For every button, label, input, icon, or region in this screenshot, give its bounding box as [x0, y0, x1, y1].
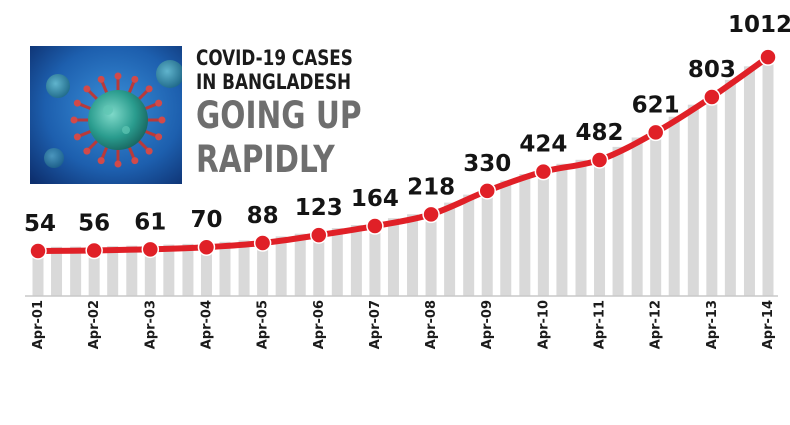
data-point-marker	[534, 162, 553, 181]
background-bar	[519, 173, 531, 296]
background-bar	[219, 241, 231, 296]
data-point-marker	[478, 182, 496, 200]
x-tick-label: Apr-01	[31, 300, 46, 349]
data-label: 330	[463, 151, 511, 177]
data-point-marker	[366, 217, 384, 235]
title-line-1: COVID-19 CASES	[196, 46, 353, 70]
background-bar	[575, 159, 587, 296]
title-line-2: IN BANGLADESH	[196, 70, 352, 94]
data-point-marker	[29, 242, 47, 260]
background-bar	[668, 116, 680, 296]
background-bar	[387, 218, 399, 296]
background-bar	[70, 246, 82, 296]
data-point-marker	[590, 151, 609, 169]
x-tick-label: Apr-07	[368, 300, 383, 349]
data-label: 61	[134, 209, 166, 235]
data-label: 424	[519, 132, 567, 158]
data-label: 482	[576, 120, 624, 146]
background-bar	[537, 167, 549, 296]
data-label: 803	[688, 57, 736, 83]
background-bar	[425, 210, 437, 296]
background-bar	[463, 194, 475, 296]
x-tick-label: Apr-03	[143, 300, 158, 349]
background-bar	[594, 155, 606, 296]
background-bar	[369, 222, 381, 296]
background-bar	[724, 79, 736, 297]
title-line-4: RAPIDLY	[196, 138, 335, 181]
data-label: 123	[295, 195, 343, 221]
background-bar	[51, 246, 63, 296]
background-bar	[275, 236, 287, 296]
background-bar	[144, 245, 156, 296]
x-tick-label: Apr-08	[424, 300, 439, 349]
x-tick-label: Apr-04	[199, 300, 214, 349]
background-bar	[200, 243, 212, 296]
background-bar	[631, 137, 643, 296]
data-labels: 54 56 61 70 88 123 164 218 330 424 482 621 803 1012	[24, 12, 790, 237]
data-point-marker	[197, 238, 216, 256]
background-bar	[350, 225, 362, 296]
background-bar	[612, 146, 624, 296]
background-bar	[107, 246, 119, 296]
background-bar	[88, 246, 100, 296]
background-bar	[331, 228, 343, 296]
data-label: 621	[632, 92, 680, 118]
data-label: 56	[78, 211, 110, 237]
data-markers	[29, 48, 777, 260]
data-point-marker	[310, 226, 328, 244]
background-bars	[32, 53, 774, 297]
x-axis-tick-labels: Apr-01 Apr-02 Apr-03 Apr-04 Apr-05 Apr-06 Apr-…	[31, 300, 776, 349]
data-point-marker	[422, 205, 440, 224]
background-bar	[257, 239, 269, 296]
data-label: 1012	[728, 12, 790, 38]
background-bar	[294, 233, 306, 296]
background-bar	[163, 244, 175, 296]
background-bar	[706, 93, 718, 296]
data-label: 164	[351, 186, 399, 212]
data-point-marker	[141, 240, 160, 259]
data-point-marker	[646, 123, 665, 142]
x-tick-label: Apr-09	[480, 300, 495, 349]
title-line-3: GOING UP	[196, 94, 362, 137]
coronavirus-image	[30, 46, 182, 184]
data-label: 70	[190, 207, 222, 233]
background-bar	[556, 163, 568, 296]
background-bar	[481, 186, 493, 296]
background-bar	[182, 243, 194, 296]
background-bar	[407, 214, 419, 296]
background-bar	[687, 104, 699, 296]
data-label: 218	[407, 174, 455, 200]
data-label: 54	[24, 211, 56, 237]
data-point-marker	[759, 48, 777, 66]
x-tick-label: Apr-02	[87, 300, 102, 349]
x-tick-label: Apr-10	[536, 300, 551, 349]
background-bar	[238, 240, 250, 296]
background-bar	[444, 202, 456, 296]
x-tick-label: Apr-12	[649, 300, 664, 349]
chart-title: COVID-19 CASES IN BANGLADESH GOING UP RA…	[196, 46, 526, 182]
data-point-marker	[85, 241, 103, 260]
background-bar	[650, 128, 662, 296]
x-tick-label: Apr-11	[593, 300, 608, 349]
background-bar	[313, 231, 325, 296]
background-bar	[500, 180, 512, 296]
data-point-marker	[703, 88, 721, 106]
data-point-marker	[253, 234, 272, 252]
x-tick-label: Apr-13	[705, 300, 720, 349]
data-label: 88	[247, 203, 279, 229]
background-bar	[126, 245, 138, 296]
x-tick-label: Apr-06	[312, 300, 327, 349]
background-bar	[743, 66, 755, 296]
background-bar	[32, 246, 44, 296]
background-bar	[762, 53, 774, 296]
x-tick-label: Apr-05	[256, 300, 271, 349]
x-tick-label: Apr-14	[761, 300, 776, 349]
